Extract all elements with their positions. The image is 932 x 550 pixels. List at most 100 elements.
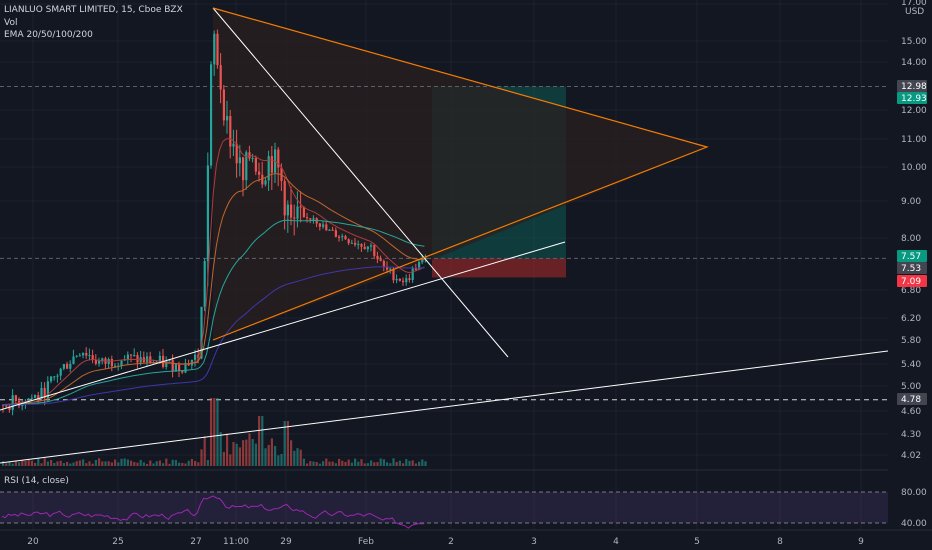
candle bbox=[136, 355, 139, 363]
volume-bar bbox=[232, 441, 235, 466]
volume-bar bbox=[136, 462, 139, 466]
volume-bar bbox=[30, 460, 33, 466]
candle bbox=[414, 268, 417, 270]
volume-bar bbox=[408, 460, 411, 466]
volume-bar bbox=[27, 459, 30, 466]
price-tag-label: 12.98 bbox=[901, 82, 927, 92]
volume-bar bbox=[261, 416, 264, 466]
candle bbox=[184, 363, 187, 373]
volume-bar bbox=[242, 440, 245, 466]
candle bbox=[312, 218, 315, 220]
volume-bar bbox=[142, 462, 145, 466]
candle bbox=[334, 230, 337, 237]
volume-bar bbox=[43, 458, 46, 466]
volume-bar bbox=[104, 461, 107, 466]
volume-bar bbox=[85, 463, 88, 466]
volume-bar bbox=[155, 461, 158, 466]
volume-bar bbox=[139, 459, 142, 466]
volume-bar bbox=[40, 463, 43, 466]
candle bbox=[395, 278, 398, 281]
candle bbox=[114, 365, 117, 367]
candle bbox=[168, 359, 171, 361]
trend-line bbox=[212, 7, 509, 358]
candle bbox=[213, 33, 216, 65]
volume-bar bbox=[197, 462, 200, 466]
volume-bar bbox=[318, 463, 321, 466]
volume-bar bbox=[123, 458, 126, 466]
candle bbox=[181, 370, 184, 373]
volume-bar bbox=[334, 463, 337, 466]
volume-bar bbox=[229, 454, 232, 466]
volume-bar bbox=[174, 460, 177, 466]
volume-bar bbox=[312, 461, 315, 466]
price-tick-label: 10.00 bbox=[901, 163, 927, 173]
time-tick-label: 3 bbox=[531, 537, 537, 547]
volume-bar bbox=[363, 463, 366, 466]
candle bbox=[194, 354, 197, 360]
candle bbox=[78, 355, 81, 357]
price-axis: 15.00 14.00 12.00 11.00 10.00 9.00 8.00 6.80 6.2… bbox=[888, 0, 932, 530]
volume-bar bbox=[296, 448, 299, 466]
price-tick-label: 15.00 bbox=[901, 37, 927, 47]
candle bbox=[392, 268, 395, 281]
volume-bar bbox=[206, 459, 209, 466]
volume-bar bbox=[280, 453, 283, 466]
candle bbox=[130, 354, 133, 356]
symbol-title[interactable]: LIANLUO SMART LIMITED, 15, Cboe BZX bbox=[4, 5, 183, 15]
volume-bar bbox=[146, 463, 149, 466]
candle bbox=[66, 364, 69, 369]
candle bbox=[347, 239, 350, 244]
volume-bar bbox=[424, 461, 427, 466]
rsi-label[interactable]: RSI (14, close) bbox=[4, 476, 69, 486]
volume-bar bbox=[226, 433, 229, 466]
time-tick-label: 27 bbox=[190, 537, 201, 547]
candle bbox=[242, 157, 245, 181]
volume-bar bbox=[354, 458, 357, 466]
volume-bar bbox=[171, 459, 174, 466]
ema-label[interactable]: EMA 20/50/100/200 bbox=[4, 30, 93, 40]
volume-bar bbox=[181, 462, 184, 466]
volume-bar bbox=[14, 460, 17, 466]
price-tick-label: 6.80 bbox=[901, 286, 921, 296]
volume-bar bbox=[341, 460, 344, 466]
candle bbox=[238, 157, 241, 164]
volume-bar bbox=[210, 398, 213, 466]
candle bbox=[216, 33, 219, 66]
candle bbox=[341, 236, 344, 238]
volume-bar bbox=[82, 459, 85, 466]
volume-bar bbox=[293, 450, 296, 466]
candle bbox=[5, 405, 8, 407]
volume-bar bbox=[21, 460, 24, 466]
volume-bar bbox=[357, 461, 360, 466]
volume-bar bbox=[5, 463, 8, 466]
volume-bar bbox=[62, 463, 65, 466]
candle bbox=[248, 152, 251, 159]
rsi-line bbox=[1, 495, 425, 529]
volume-bar bbox=[11, 463, 14, 466]
volume-bar bbox=[53, 462, 56, 466]
candle bbox=[40, 387, 43, 399]
volume-bars bbox=[2, 398, 427, 466]
volume-bar bbox=[117, 462, 120, 466]
candle bbox=[72, 356, 75, 364]
volume-label[interactable]: Vol bbox=[4, 17, 18, 28]
volume-bar bbox=[213, 398, 216, 466]
volume-bar bbox=[373, 462, 376, 466]
volume-bar bbox=[414, 463, 417, 466]
time-axis: 20 25 27 11:00 29 Feb 2 3 4 5 8 9 bbox=[0, 529, 932, 547]
time-tick-label: 2 bbox=[448, 537, 454, 547]
candle bbox=[171, 359, 174, 372]
volume-bar bbox=[405, 459, 408, 466]
candle bbox=[411, 268, 414, 280]
time-tick-label: 29 bbox=[280, 537, 292, 547]
volume-bar bbox=[370, 460, 373, 466]
candle bbox=[200, 306, 203, 359]
volume-bar bbox=[267, 444, 270, 466]
price-tick-label: 5.80 bbox=[901, 336, 921, 346]
volume-bar bbox=[245, 439, 248, 466]
candle bbox=[46, 381, 49, 398]
candle bbox=[11, 395, 14, 410]
volume-bar bbox=[286, 421, 289, 466]
volume-bar bbox=[238, 447, 241, 466]
